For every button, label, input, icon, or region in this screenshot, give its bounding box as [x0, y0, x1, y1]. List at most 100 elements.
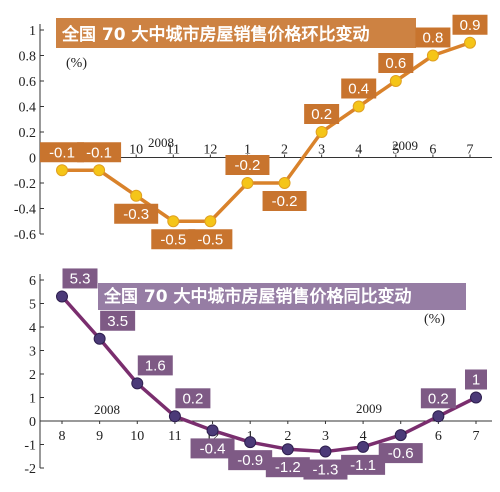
data-label-box [378, 53, 414, 73]
data-label: -0.9 [237, 452, 263, 469]
x-tick-label: 2 [281, 143, 288, 158]
x-tick-label: 3 [322, 429, 329, 444]
data-point [278, 177, 291, 189]
y-tick-label: 4 [29, 321, 36, 336]
data-label: 1 [472, 372, 480, 389]
data-point [389, 75, 402, 87]
data-label-box [341, 454, 386, 475]
y-tick-label: 5 [29, 298, 36, 313]
x-tick-label: 4 [355, 143, 362, 158]
data-label: -1.3 [313, 462, 339, 479]
data-label: -0.1 [49, 144, 75, 161]
x-tick-label: 10 [129, 143, 143, 158]
data-label-box [303, 459, 348, 480]
data-label: 1.6 [145, 357, 166, 374]
data-label: 0.9 [460, 17, 481, 34]
x-tick-label: 7 [467, 143, 474, 158]
x-tick-label: 11 [168, 429, 181, 444]
data-point [93, 332, 106, 345]
data-label-box [100, 310, 136, 331]
data-point [131, 377, 144, 390]
y-tick-label: 3 [29, 345, 36, 360]
data-label-box [62, 268, 98, 289]
data-point [394, 429, 407, 442]
data-label: 5.3 [70, 270, 91, 287]
data-label: -0.1 [86, 144, 112, 161]
data-point [319, 445, 332, 458]
chart-title: 全国 70 大中城市房屋销售价格环比变动 [61, 24, 370, 45]
data-label: -0.4 [200, 440, 226, 457]
data-point [357, 440, 370, 453]
x-tick-label: 3 [318, 143, 325, 158]
data-point [56, 290, 68, 303]
year-label: 2008 [148, 135, 174, 150]
data-label-box [265, 457, 310, 478]
data-label: -0.6 [388, 445, 414, 462]
data-point [464, 36, 476, 49]
data-point [167, 215, 180, 228]
x-tick-label: 9 [96, 429, 103, 444]
data-label: 0.2 [428, 390, 449, 407]
data-label: 3.5 [107, 313, 128, 330]
data-label: -0.5 [197, 231, 223, 248]
data-label: -0.3 [123, 206, 149, 223]
x-tick-label: 6 [429, 143, 436, 158]
data-label-box [77, 142, 122, 163]
data-label: -0.2 [235, 157, 261, 174]
chart-mom: 10.80.60.40.20-0.2-0.4-0.689101112123456… [14, 14, 492, 250]
data-label: 0.8 [422, 30, 443, 47]
y-tick-label: -2 [24, 462, 36, 477]
y-tick-label: 0.8 [19, 50, 37, 65]
y-tick-label: -0.2 [14, 177, 36, 192]
data-label-box [228, 450, 273, 471]
data-label-box [262, 191, 307, 211]
data-label-box [114, 203, 159, 224]
data-label: 0.2 [311, 106, 332, 123]
data-point [93, 164, 106, 177]
data-label-box [378, 443, 423, 464]
chart-yoy: 6543210-1-2891011121234567200820095.33.5… [24, 268, 492, 480]
year-label: 2009 [356, 401, 382, 416]
series-line [62, 41, 471, 223]
chart-title: 全国 70 大中城市房屋销售价格同比变动 [103, 286, 412, 307]
y-tick-label: 2 [29, 368, 36, 383]
x-tick-label: 10 [130, 429, 144, 444]
y-tick-label: -1 [24, 439, 36, 454]
data-point [426, 49, 439, 62]
y-tick-label: 1 [29, 24, 36, 39]
y-tick-label: 0 [29, 415, 36, 430]
data-label-box [151, 229, 196, 250]
data-point [168, 410, 181, 423]
series-line [60, 295, 477, 454]
title-banner [56, 18, 416, 48]
x-tick-label: 6 [435, 429, 442, 444]
x-tick-label: 12 [203, 143, 217, 158]
y-tick-label: -0.4 [14, 203, 36, 218]
data-point [130, 189, 143, 202]
data-point [241, 177, 254, 189]
data-point [244, 436, 257, 449]
data-point [470, 391, 482, 404]
unit-label: (%) [424, 312, 445, 327]
data-point [432, 410, 445, 423]
year-label: 2008 [94, 402, 120, 417]
data-label-box [175, 388, 211, 409]
x-tick-label: 11 [167, 143, 180, 158]
x-tick-label: 7 [473, 429, 480, 444]
data-point [206, 424, 219, 437]
y-tick-label: 0.4 [19, 101, 37, 116]
data-label-box [341, 78, 377, 99]
data-label-box [304, 104, 340, 124]
y-tick-label: 1 [29, 392, 36, 407]
data-point [315, 126, 328, 138]
data-point [204, 215, 217, 228]
data-label-box [137, 355, 173, 376]
data-label: -1.2 [275, 459, 301, 476]
y-tick-label: 0 [29, 152, 36, 167]
x-tick-label: 1 [244, 143, 251, 158]
data-point [281, 443, 294, 456]
data-label: 0.6 [385, 55, 406, 72]
x-tick-label: 8 [59, 429, 66, 444]
data-label: -0.2 [272, 193, 298, 210]
